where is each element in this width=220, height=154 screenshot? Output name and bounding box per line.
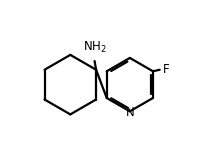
Text: NH$_2$: NH$_2$ xyxy=(83,40,106,55)
Text: N: N xyxy=(125,106,134,119)
Text: F: F xyxy=(162,63,169,76)
